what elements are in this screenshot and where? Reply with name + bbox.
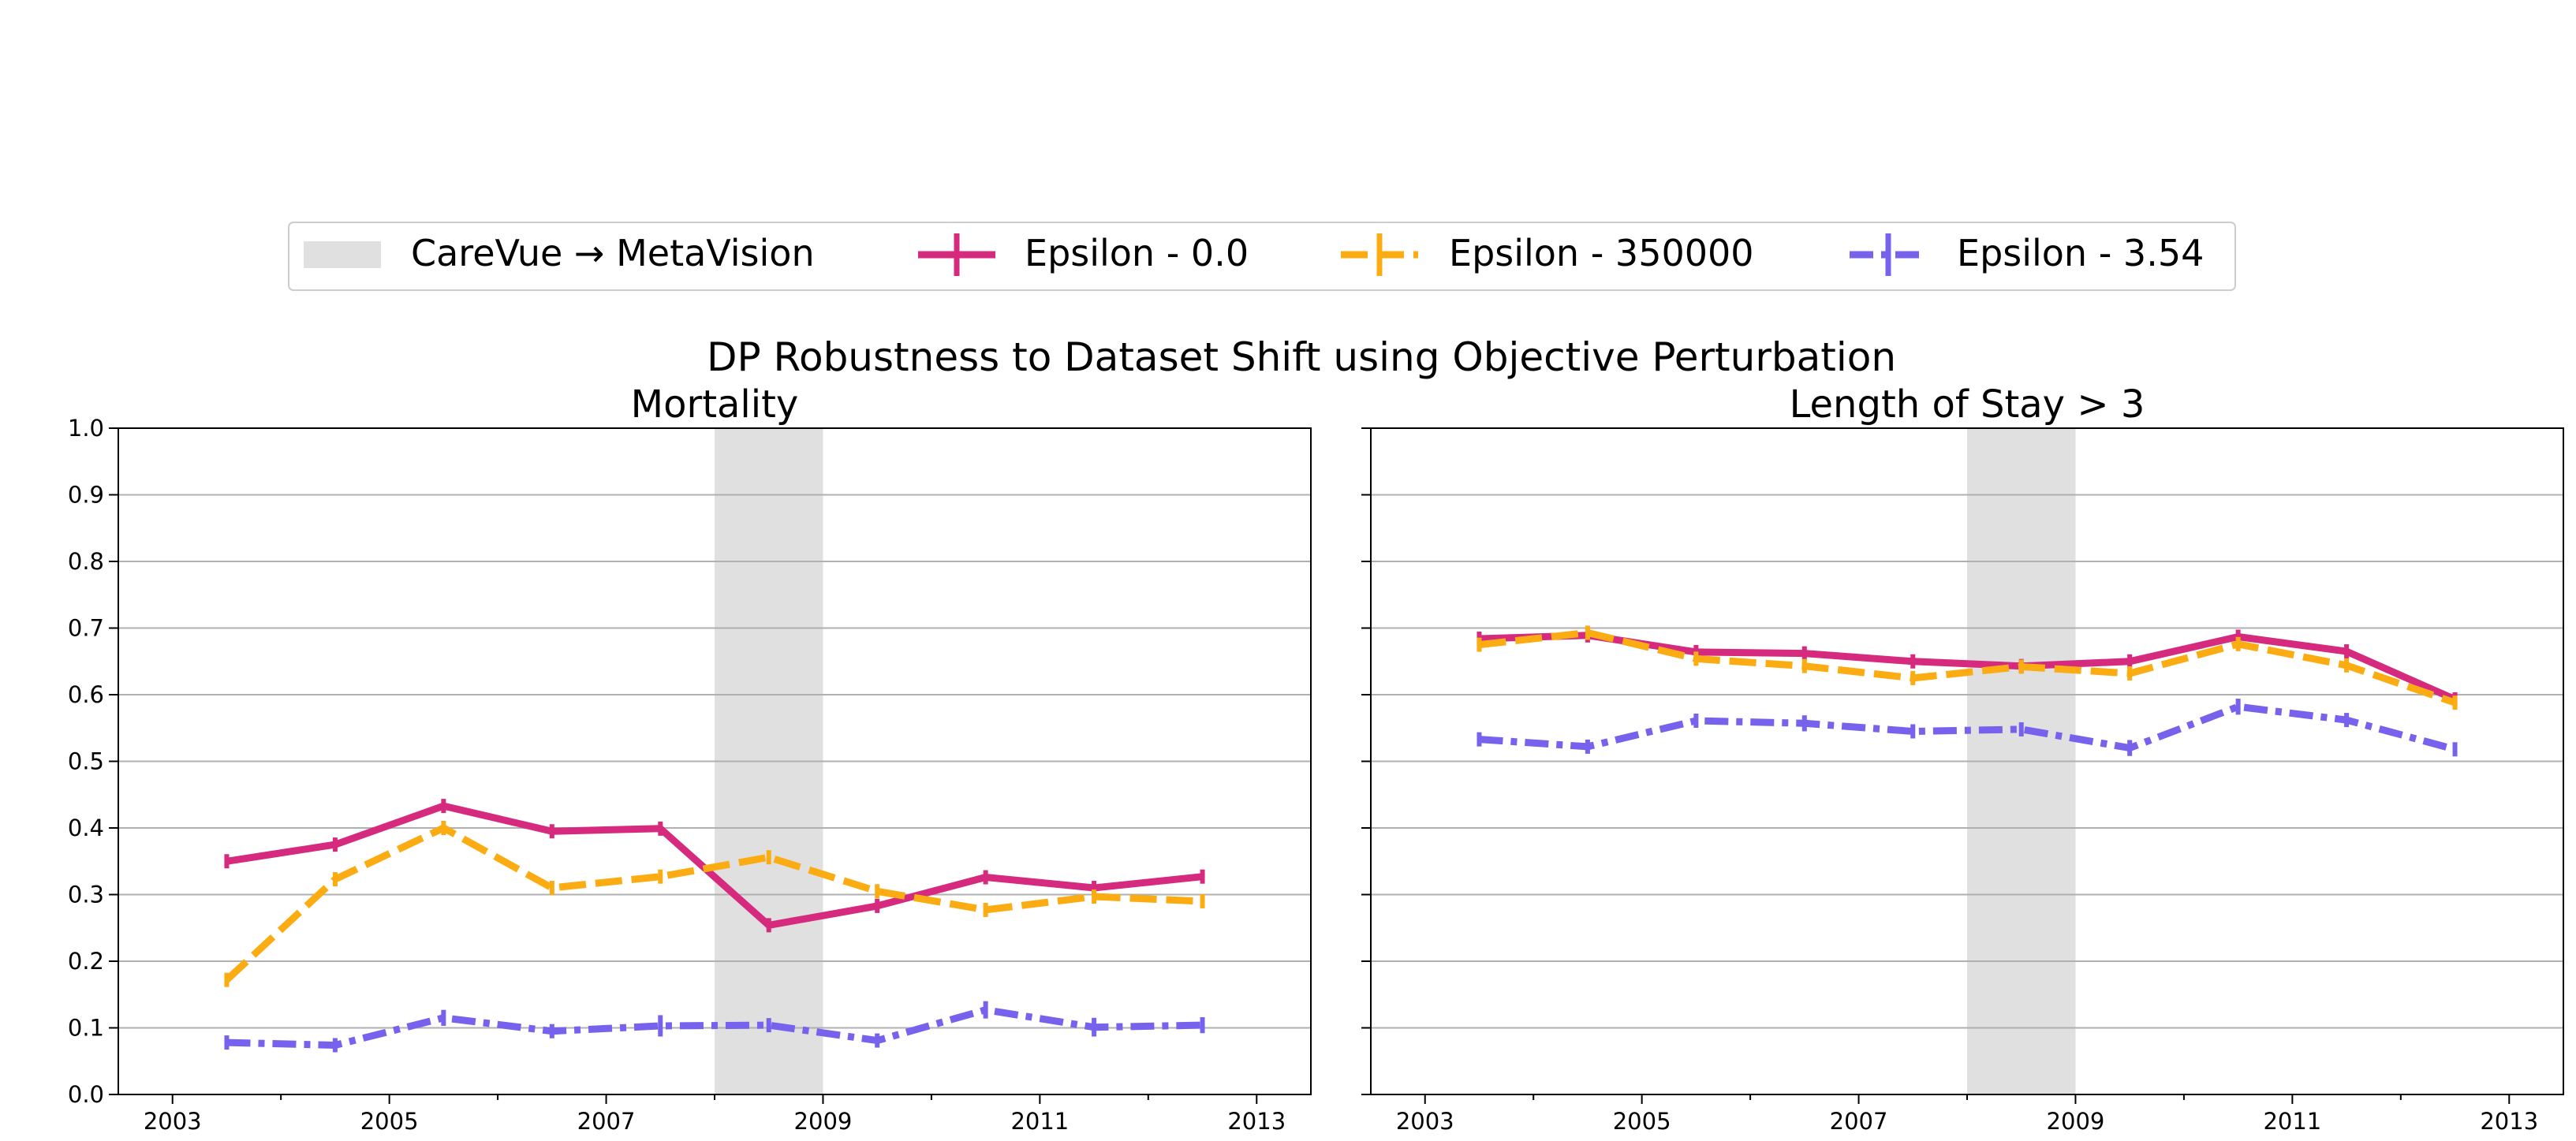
y-tick-label: 0.2 <box>68 948 104 975</box>
y-tick-label: 0.8 <box>68 548 104 575</box>
series-line-eps-350000 <box>224 824 1203 983</box>
y-tick-label: 0.6 <box>68 681 104 708</box>
x-tick-label: 2007 <box>577 1108 636 1135</box>
subplot-title: Length of Stay > 3 <box>1790 382 2145 427</box>
y-tick-label: 0.9 <box>68 482 104 509</box>
x-tick-label: 2009 <box>2047 1108 2105 1135</box>
x-tick-label: 2005 <box>360 1108 419 1135</box>
legend-frame <box>288 222 2236 291</box>
x-tick-label: 2003 <box>1396 1108 1454 1135</box>
x-tick-label: 2013 <box>1227 1108 1286 1135</box>
legend-label-eps-0: Epsilon - 0.0 <box>1025 232 1249 274</box>
axes-frame <box>118 427 1312 1095</box>
y-tick-label: 1.0 <box>68 415 104 442</box>
y-tick-label: 0.3 <box>68 882 104 908</box>
x-tick-label: 2011 <box>2263 1108 2321 1135</box>
y-tick-label: 0.1 <box>68 1015 104 1042</box>
axes-frame <box>1370 427 2564 1095</box>
y-tick-label: 0.4 <box>68 815 104 841</box>
x-tick-label: 2003 <box>144 1108 202 1135</box>
y-tick-label: 0.0 <box>68 1081 104 1108</box>
legend-entry-eps-350000: Epsilon - 350000 <box>1341 232 1754 276</box>
legend-label-shift: CareVue → MetaVision <box>411 232 815 274</box>
figure-title: DP Robustness to Dataset Shift using Obj… <box>707 334 1896 380</box>
y-tick-label: 0.5 <box>68 748 104 775</box>
series-line-eps-3-54 <box>1479 703 2456 753</box>
legend-entry-eps-3-54: Epsilon - 3.54 <box>1850 232 2204 276</box>
legend-entry-eps-0: Epsilon - 0.0 <box>918 232 1249 276</box>
legend-label-eps-350000: Epsilon - 350000 <box>1449 232 1754 274</box>
series-line-eps-350000 <box>1479 628 2456 707</box>
legend-label-eps-3-54: Epsilon - 3.54 <box>1957 232 2204 274</box>
x-tick-label: 2007 <box>1830 1108 1888 1135</box>
y-tick-label: 0.7 <box>68 615 104 642</box>
subplot-title: Mortality <box>631 382 799 427</box>
legend-entry-shift: CareVue → MetaVision <box>304 232 815 274</box>
subplot-length-of-stay: 2003 2005 2007 2009 2011 2013 Length of Stay >… <box>1361 382 2564 1135</box>
x-tick-label: 2011 <box>1010 1108 1069 1135</box>
x-tick-label: 2009 <box>794 1108 853 1135</box>
series-line-eps-3-54 <box>226 1006 1203 1049</box>
legend: CareVue → MetaVision Epsilon - 0.0 Epsil… <box>288 222 2236 291</box>
subplot-mortality: 0.0 0.1 0.2 0.3 0.4 0.5 0.6 0.7 0.8 0.9 1.0 2003 200… <box>68 382 1312 1135</box>
legend-patch-shift <box>304 241 381 268</box>
series-line-eps-0 <box>226 802 1203 929</box>
x-tick-label: 2013 <box>2480 1108 2538 1135</box>
x-tick-label: 2005 <box>1613 1108 1671 1135</box>
